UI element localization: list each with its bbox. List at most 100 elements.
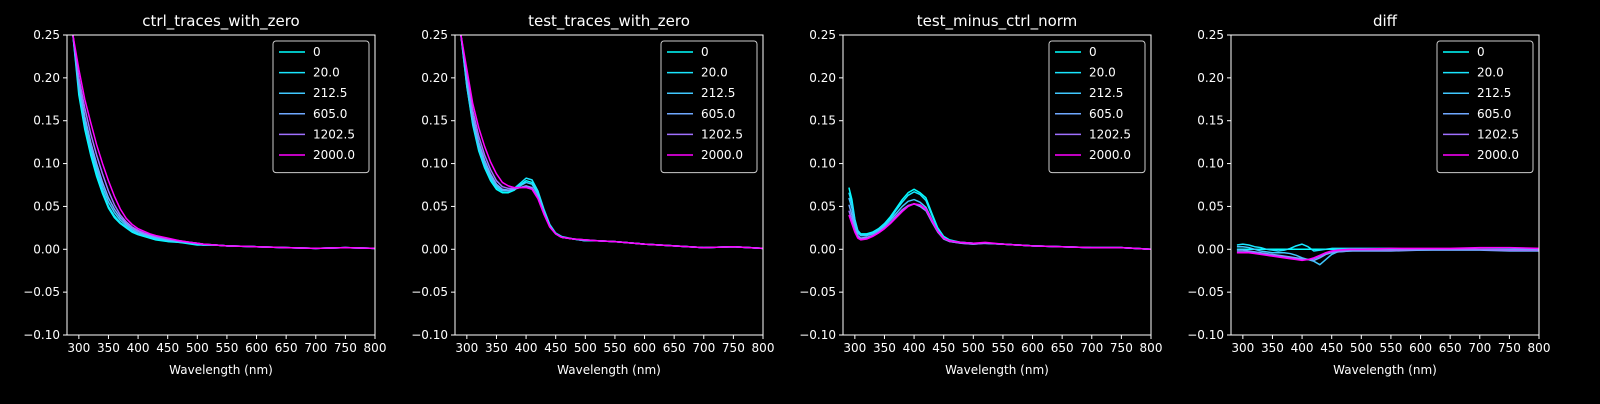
y-tick-label: −0.05 (799, 285, 836, 299)
series-line-5 (460, 35, 763, 250)
y-tick-label: 0.20 (809, 71, 836, 85)
x-tick-label: 350 (1261, 341, 1284, 355)
x-tick-label: 800 (1140, 341, 1163, 355)
x-tick-label: 800 (752, 341, 775, 355)
legend-label: 605.0 (313, 107, 347, 121)
legend-label: 2000.0 (701, 148, 743, 162)
y-tick-label: 0.15 (33, 114, 60, 128)
axes-frame (66, 34, 376, 336)
legend-label: 20.0 (1089, 66, 1116, 80)
legend-label: 20.0 (701, 66, 728, 80)
subplot-ctrl-traces: ctrl_traces_with_zero Wavelength (nm) 30… (23, 12, 386, 377)
x-tick-label: 700 (692, 341, 715, 355)
legend: 0 20.0 212.5 605.0 1202.5 2000.0 (272, 40, 370, 174)
y-tick-label: 0.15 (809, 114, 836, 128)
legend-label: 212.5 (1089, 86, 1123, 100)
x-axis-label: Wavelength (nm) (1333, 363, 1437, 377)
series-line-3 (1236, 249, 1539, 262)
subplot-title: test_traces_with_zero (528, 12, 690, 31)
y-axis-ticks: −0.10 −0.05 0.00 0.05 0.10 0.15 0.20 0.25 (411, 28, 455, 342)
x-tick-label: 500 (186, 341, 209, 355)
x-tick-label: 800 (1528, 341, 1551, 355)
legend: 0 20.0 212.5 605.0 1202.5 2000.0 (1048, 40, 1146, 174)
y-tick-label: 0.25 (33, 28, 60, 42)
x-tick-label: 400 (903, 341, 926, 355)
y-tick-label: 0.00 (809, 242, 836, 256)
x-tick-label: 800 (364, 341, 387, 355)
x-axis-label: Wavelength (nm) (557, 363, 661, 377)
legend-label: 2000.0 (313, 148, 355, 162)
y-tick-label: 0.15 (1197, 114, 1224, 128)
x-tick-label: 300 (455, 341, 478, 355)
y-axis-ticks: −0.10 −0.05 0.00 0.05 0.10 0.15 0.20 0.25 (1187, 28, 1231, 342)
y-tick-label: 0.20 (33, 71, 60, 85)
legend: 0 20.0 212.5 605.0 1202.5 2000.0 (1436, 40, 1534, 174)
x-tick-label: 750 (1498, 341, 1521, 355)
x-axis-label: Wavelength (nm) (945, 363, 1049, 377)
subplot-diff: diff Wavelength (nm) 300 350 400 450 500 550 6… (1187, 12, 1550, 377)
y-tick-label: 0.00 (1197, 242, 1224, 256)
x-tick-label: 750 (1110, 341, 1133, 355)
y-tick-label: −0.10 (1187, 328, 1224, 342)
x-tick-label: 350 (97, 341, 120, 355)
x-tick-label: 300 (67, 341, 90, 355)
legend-label: 212.5 (701, 86, 735, 100)
y-tick-label: 0.10 (809, 157, 836, 171)
x-tick-label: 750 (722, 341, 745, 355)
legend-label: 0 (313, 45, 321, 59)
x-tick-label: 550 (215, 341, 238, 355)
x-tick-label: 600 (1409, 341, 1432, 355)
subplot-test-minus-ctrl: test_minus_ctrl_norm Wavelength (nm) 300… (799, 12, 1162, 377)
subplot-title: test_minus_ctrl_norm (917, 12, 1078, 31)
legend-label: 0 (1089, 45, 1097, 59)
legend-label: 212.5 (1477, 86, 1511, 100)
x-tick-label: 550 (991, 341, 1014, 355)
y-tick-label: −0.05 (1187, 285, 1224, 299)
y-tick-label: 0.05 (809, 199, 836, 213)
x-tick-label: 550 (1379, 341, 1402, 355)
x-axis-label: Wavelength (nm) (169, 363, 273, 377)
series-lines (460, 35, 763, 250)
y-axis-ticks: −0.10 −0.05 0.00 0.05 0.10 0.15 0.20 0.25 (799, 28, 843, 342)
legend-box (1436, 40, 1534, 174)
subplot-title: diff (1373, 12, 1398, 30)
x-tick-label: 700 (1468, 341, 1491, 355)
x-tick-label: 650 (1439, 341, 1462, 355)
x-tick-label: 350 (485, 341, 508, 355)
legend-label: 605.0 (1477, 107, 1511, 121)
axes-frame (842, 34, 1152, 336)
y-tick-label: 0.15 (421, 114, 448, 128)
legend-box (660, 40, 758, 174)
x-tick-label: 300 (1231, 341, 1254, 355)
x-axis-ticks: 300 350 400 450 500 550 600 650 700 750 800 (1231, 335, 1550, 355)
x-tick-label: 650 (1051, 341, 1074, 355)
subplot-title: ctrl_traces_with_zero (142, 12, 299, 31)
axes-frame (454, 34, 764, 336)
y-tick-label: 0.05 (33, 199, 60, 213)
y-tick-label: 0.10 (33, 157, 60, 171)
x-tick-label: 500 (1350, 341, 1373, 355)
x-tick-label: 500 (962, 341, 985, 355)
legend-label: 0 (701, 45, 709, 59)
y-tick-label: −0.05 (411, 285, 448, 299)
legend-box (1048, 40, 1146, 174)
x-tick-label: 400 (127, 341, 150, 355)
x-tick-label: 400 (515, 341, 538, 355)
x-tick-label: 600 (245, 341, 268, 355)
series-lines (848, 187, 1151, 251)
axes-frame (1230, 34, 1540, 336)
y-tick-label: 0.10 (421, 157, 448, 171)
x-axis-ticks: 300 350 400 450 500 550 600 650 700 750 800 (67, 335, 386, 355)
y-tick-label: −0.10 (23, 328, 60, 342)
subplot-test-traces: test_traces_with_zero Wavelength (nm) 30… (411, 12, 774, 377)
series-line-5 (1236, 246, 1539, 262)
legend-label: 20.0 (1477, 66, 1504, 80)
x-tick-label: 700 (304, 341, 327, 355)
x-tick-label: 650 (275, 341, 298, 355)
series-lines (1236, 243, 1539, 266)
y-tick-label: −0.10 (411, 328, 448, 342)
y-tick-label: 0.25 (1197, 28, 1224, 42)
y-tick-label: 0.05 (421, 199, 448, 213)
